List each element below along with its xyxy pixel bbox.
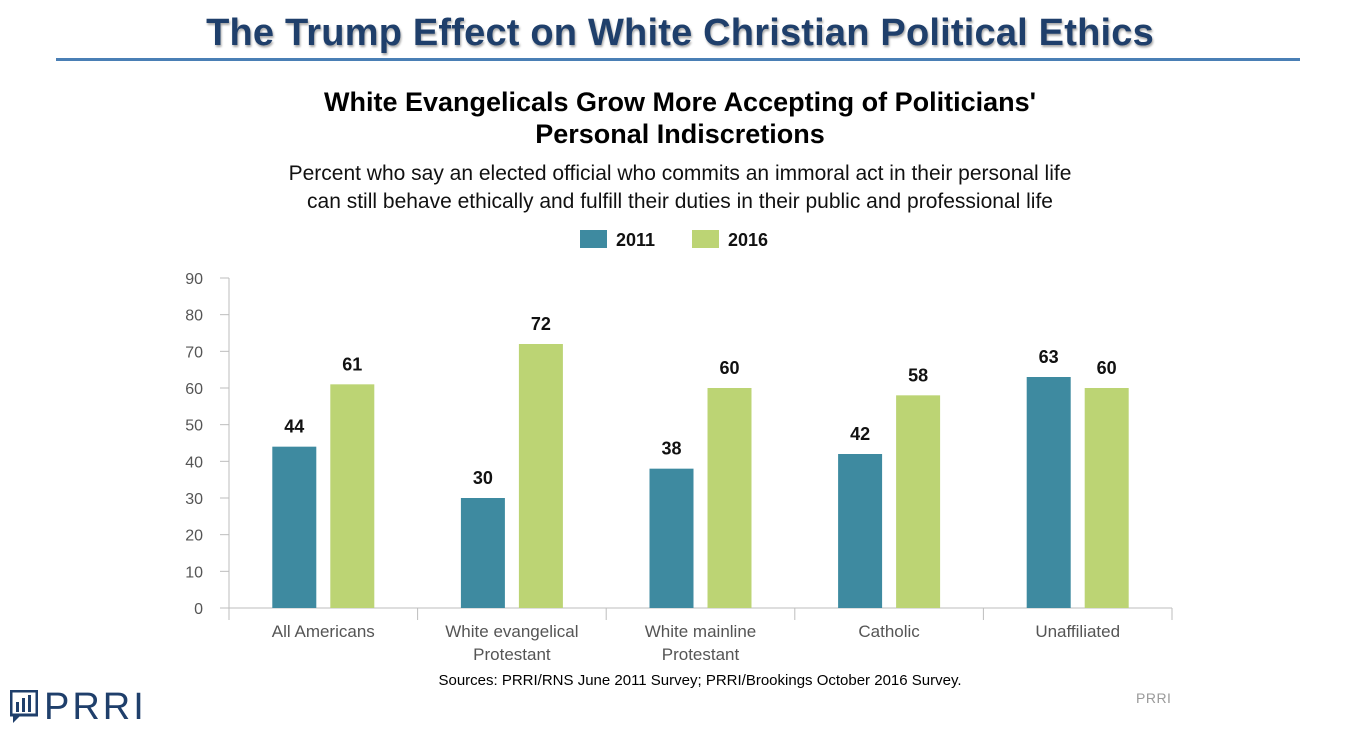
y-tick-label: 70 xyxy=(185,344,203,361)
bar-value-label: 60 xyxy=(1097,358,1117,378)
x-category-label: Protestant xyxy=(662,645,740,664)
y-tick-label: 0 xyxy=(194,601,203,618)
prri-logo: PRRI xyxy=(10,688,147,726)
bar-value-label: 44 xyxy=(284,417,304,437)
y-tick-label: 80 xyxy=(185,308,203,325)
chart-subtitle-line-2: can still behave ethically and fulfill t… xyxy=(307,190,1053,213)
x-category-label: Protestant xyxy=(473,645,551,664)
chart-title-line-2: Personal Indiscretions xyxy=(535,119,825,149)
chart-subtitle: Percent who say an elected official who … xyxy=(0,160,1360,216)
slide-title: The Trump Effect on White Christian Poli… xyxy=(206,12,1154,54)
bar-2016 xyxy=(896,395,941,608)
prri-logo-icon xyxy=(10,690,38,723)
y-tick-label: 50 xyxy=(185,418,203,435)
x-category-label: All Americans xyxy=(272,622,375,641)
bar-2011 xyxy=(272,446,317,608)
bar-value-label: 42 xyxy=(850,424,870,444)
bar-2011 xyxy=(649,468,694,608)
y-tick-label: 60 xyxy=(185,381,203,398)
bar-2016 xyxy=(1084,388,1129,608)
prri-logo-text: PRRI xyxy=(44,686,147,728)
bar-value-label: 63 xyxy=(1039,347,1059,367)
x-category-label: Catholic xyxy=(858,622,920,641)
legend-swatch-2011 xyxy=(580,230,607,248)
bar-value-label: 30 xyxy=(473,468,493,488)
legend-label: 2016 xyxy=(728,230,768,250)
y-tick-label: 30 xyxy=(185,491,203,508)
bar-value-label: 58 xyxy=(908,365,928,385)
bar-value-label: 60 xyxy=(719,358,739,378)
source-note: Sources: PRRI/RNS June 2011 Survey; PRRI… xyxy=(438,672,962,689)
y-tick-label: 20 xyxy=(185,528,203,545)
title-divider xyxy=(56,58,1300,61)
bar-2016 xyxy=(330,384,375,608)
legend-swatch-2016 xyxy=(692,230,719,248)
bar-2016 xyxy=(707,388,752,608)
y-tick-label: 40 xyxy=(185,454,203,471)
bar-value-label: 38 xyxy=(661,439,681,459)
legend-label: 2011 xyxy=(616,230,655,250)
x-category-label: White evangelical xyxy=(445,622,578,641)
bar-2011 xyxy=(838,454,883,608)
chart-title: White Evangelicals Grow More Accepting o… xyxy=(0,86,1360,150)
watermark: PRRI xyxy=(1136,690,1172,706)
bar-2016 xyxy=(518,344,563,608)
chart-title-line-1: White Evangelicals Grow More Accepting o… xyxy=(323,87,1037,117)
x-category-label: Unaffiliated xyxy=(1035,622,1120,641)
x-category-label: White mainline xyxy=(645,622,757,641)
bar-value-label: 72 xyxy=(531,314,551,334)
chart-subtitle-line-1: Percent who say an elected official who … xyxy=(288,162,1072,185)
bar-2011 xyxy=(460,498,505,608)
y-tick-label: 90 xyxy=(185,271,203,288)
bar-value-label: 61 xyxy=(342,354,362,374)
bar-2011 xyxy=(1026,377,1071,608)
y-tick-label: 10 xyxy=(185,564,203,581)
